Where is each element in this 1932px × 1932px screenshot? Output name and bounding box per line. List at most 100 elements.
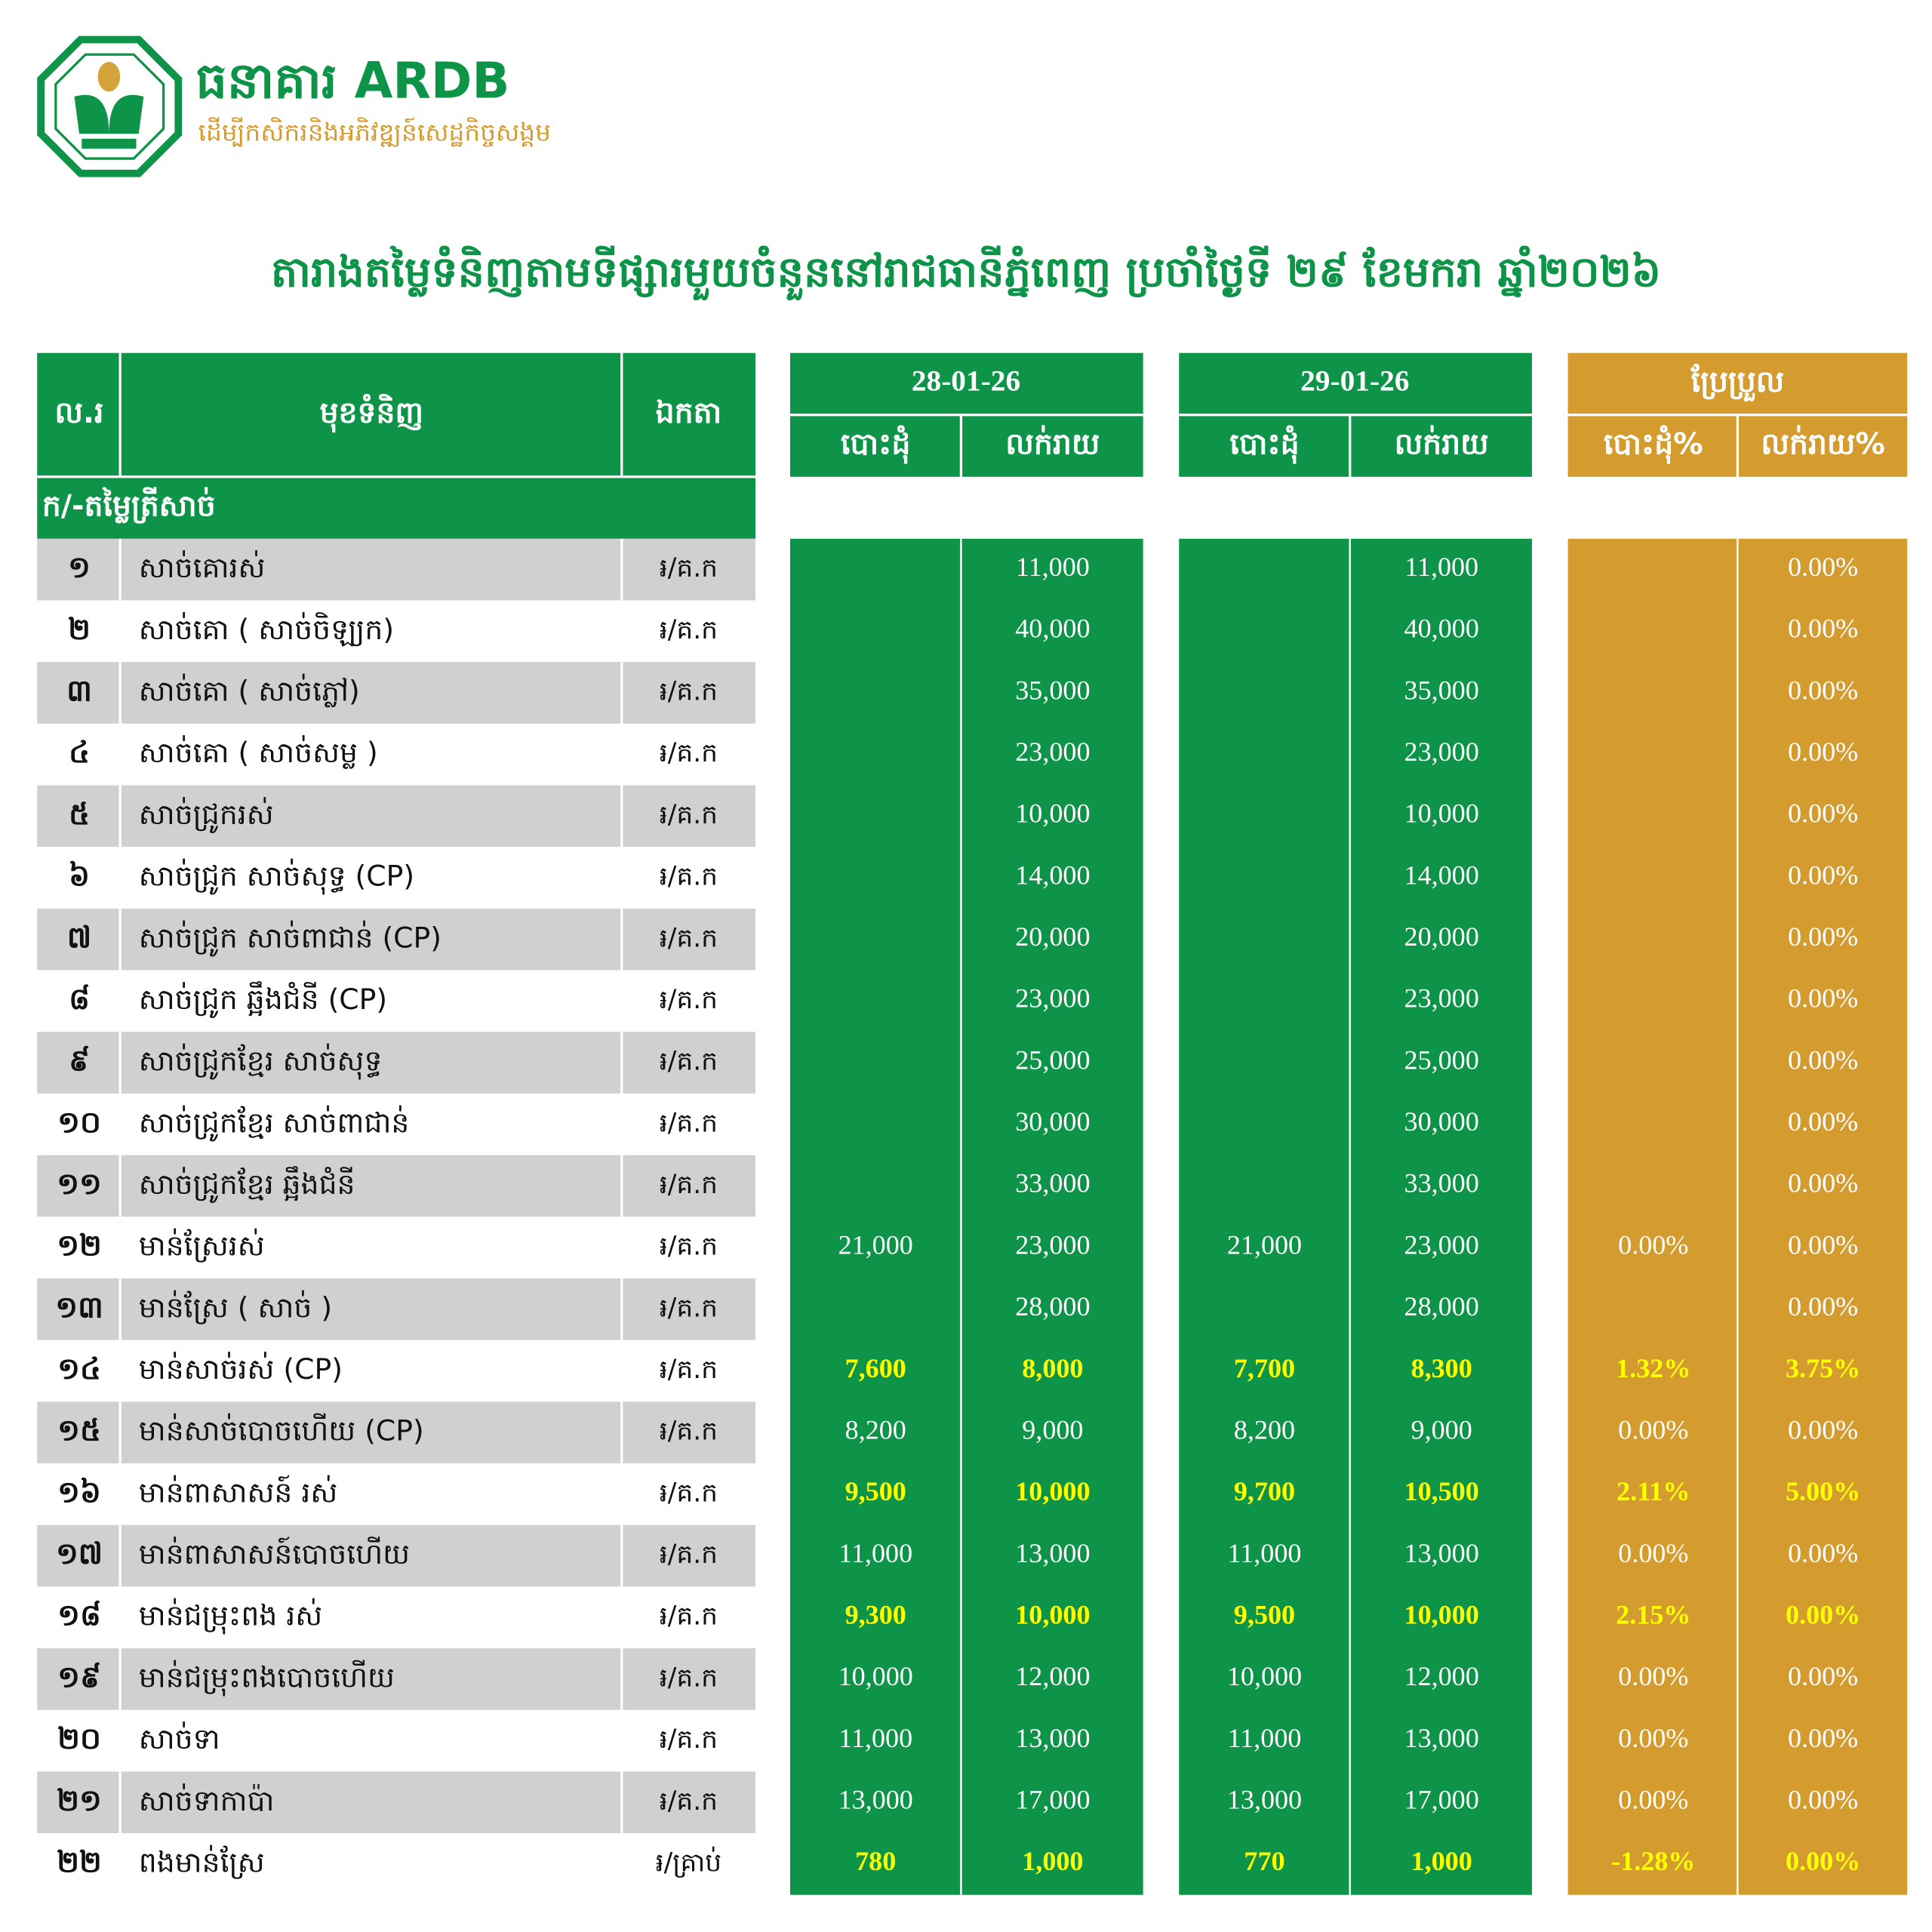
- price-cell: 23,000: [1015, 983, 1090, 1014]
- item-name: សាច់ជ្រូក សាច់សុទ្ធ (CP): [139, 859, 414, 895]
- price-cell: -1.28%: [1611, 1846, 1695, 1876]
- item-name: ពងមាន់ស្រែ: [139, 1844, 265, 1879]
- col-header: ឯកតា: [656, 395, 721, 430]
- row-number: ៨: [69, 982, 90, 1017]
- price-cell: 2.15%: [1616, 1599, 1690, 1629]
- table-body: ១សាច់គោរស់ ៛/គ.ក 11,000 11,000 0.00%២ សាច់គោ …: [37, 538, 1908, 1895]
- price-cell: 2.11%: [1617, 1476, 1690, 1506]
- item-name: សាច់ជ្រូក ឆ្អឹងជំនី (CP): [139, 981, 387, 1018]
- row-number: ១០: [57, 1105, 101, 1140]
- price-cell: 23,000: [1404, 737, 1479, 767]
- price-cell: 28,000: [1015, 1291, 1090, 1321]
- row-number: ២: [68, 612, 91, 647]
- unit: ៛/គ.ក: [660, 862, 718, 892]
- price-cell: 21,000: [1227, 1229, 1302, 1260]
- item-name: មាន់ជម្រុះពង រស់: [139, 1598, 322, 1635]
- price-cell: 20,000: [1015, 921, 1090, 952]
- price-cell: 17,000: [1015, 1785, 1090, 1815]
- sub-header: លក់រាយ%: [1761, 424, 1884, 461]
- unit: ៛/គ.ក: [660, 1355, 718, 1385]
- price-cell: 10,000: [1227, 1661, 1302, 1691]
- item-name: សាច់ជ្រូករស់: [139, 797, 274, 833]
- item-name: សាច់ទា: [139, 1721, 220, 1755]
- sub-header: បោះដុំ: [841, 424, 910, 464]
- unit: ៛/គ.ក: [660, 1417, 718, 1447]
- price-cell: 0.00%: [1788, 860, 1858, 890]
- price-cell: 780: [855, 1846, 896, 1876]
- row-number: ២២: [57, 1844, 102, 1879]
- col-header: មុខទំនិញ: [320, 393, 423, 433]
- price-cell: 13,000: [1404, 1538, 1479, 1568]
- row-bg: [37, 600, 756, 663]
- price-cell: 13,000: [1227, 1785, 1302, 1815]
- price-cell: 1,000: [1022, 1846, 1083, 1876]
- price-cell: 20,000: [1404, 921, 1479, 952]
- price-cell: 23,000: [1015, 737, 1090, 767]
- unit: ៛/គ.ក: [660, 1663, 718, 1693]
- unit: ៛/គ.ក: [660, 800, 718, 830]
- row-bg: [37, 723, 756, 786]
- row-bg: [37, 1217, 756, 1278]
- price-cell: 13,000: [838, 1785, 913, 1815]
- price-cell: 3.75%: [1786, 1353, 1860, 1383]
- price-cell: 17,000: [1404, 1785, 1479, 1815]
- item-name: មាន់សាច់បោចហើយ (CP): [139, 1414, 424, 1447]
- row-bg: [37, 1032, 756, 1094]
- price-cell: 23,000: [1404, 1229, 1479, 1260]
- price-cell: 11,000: [1016, 552, 1090, 582]
- item-name: សាច់ជ្រូកខ្មែរ សាច់ពាជាន់: [139, 1105, 410, 1141]
- unit: ៛/គ.ក: [660, 1232, 718, 1262]
- sub-header: លក់រាយ: [1395, 424, 1489, 461]
- unit: ៛/គ.ក: [660, 1540, 718, 1570]
- unit: ៛/គ.ក: [660, 1786, 718, 1817]
- row-number: ១៥: [57, 1414, 101, 1448]
- price-cell: 40,000: [1404, 614, 1479, 644]
- price-cell: 10,000: [1015, 1599, 1090, 1629]
- row-number: ១៩: [57, 1660, 101, 1694]
- row-number: ២០: [57, 1721, 101, 1756]
- price-cell: 0.00%: [1788, 1661, 1858, 1691]
- row-number: ១៦: [57, 1475, 101, 1509]
- row-number: ១៨: [57, 1598, 101, 1633]
- price-cell: 23,000: [1404, 983, 1479, 1014]
- price-cell: 8,300: [1411, 1353, 1472, 1383]
- price-cell: 30,000: [1015, 1106, 1090, 1137]
- row-bg: [37, 662, 756, 724]
- price-cell: 23,000: [1015, 1229, 1090, 1260]
- price-cell: 11,000: [838, 1723, 912, 1753]
- price-cell: 0.00%: [1788, 1785, 1858, 1815]
- price-cell: 7,700: [1234, 1353, 1295, 1383]
- item-name: មាន់ស្រែរស់: [139, 1229, 265, 1263]
- item-name: មាន់សាច់រស់ (CP): [139, 1352, 343, 1386]
- price-cell: 0.00%: [1618, 1661, 1688, 1691]
- change-header: ប្រែប្រួល: [1690, 363, 1784, 402]
- price-cell: 10,000: [1015, 798, 1090, 829]
- section-label: ក/-តម្លៃត្រីសាច់: [42, 486, 216, 524]
- row-bg: [37, 1401, 756, 1464]
- row-number: ១: [68, 550, 91, 585]
- row-number: ៦: [69, 859, 90, 894]
- price-cell: 25,000: [1015, 1044, 1090, 1075]
- price-cell: 9,300: [845, 1599, 906, 1629]
- row-bg: [37, 538, 756, 601]
- item-name: មាន់ពាសាសន៍បោចហើយ: [139, 1537, 410, 1571]
- price-cell: 0.00%: [1618, 1723, 1688, 1753]
- item-name: សាច់គោ ( សាច់ភ្លៅ): [139, 674, 360, 708]
- price-cell: 0.00%: [1788, 1538, 1858, 1568]
- price-cell: 11,000: [838, 1538, 912, 1568]
- price-cell: 770: [1244, 1846, 1284, 1876]
- sub-header: បោះដុំ: [1229, 424, 1299, 464]
- price-cell: 35,000: [1015, 675, 1090, 705]
- unit: ៛/គ្រាប់: [656, 1846, 721, 1878]
- unit: ៛/គ.ក: [660, 985, 718, 1015]
- item-name: មាន់ពាសាសន៍ រស់: [139, 1475, 338, 1509]
- price-cell: 0.00%: [1618, 1785, 1688, 1815]
- price-cell: 0.00%: [1788, 1106, 1858, 1137]
- price-cell: 0.00%: [1788, 983, 1858, 1014]
- price-cell: 21,000: [838, 1229, 913, 1260]
- item-name: សាច់ជ្រូកខ្មែរ សាច់សុទ្ធ: [139, 1044, 383, 1080]
- item-name: សាច់គោ ( សាច់ចិឡ្យក): [139, 612, 394, 647]
- row-number: ៤: [69, 735, 90, 770]
- price-cell: 5.00%: [1786, 1476, 1860, 1506]
